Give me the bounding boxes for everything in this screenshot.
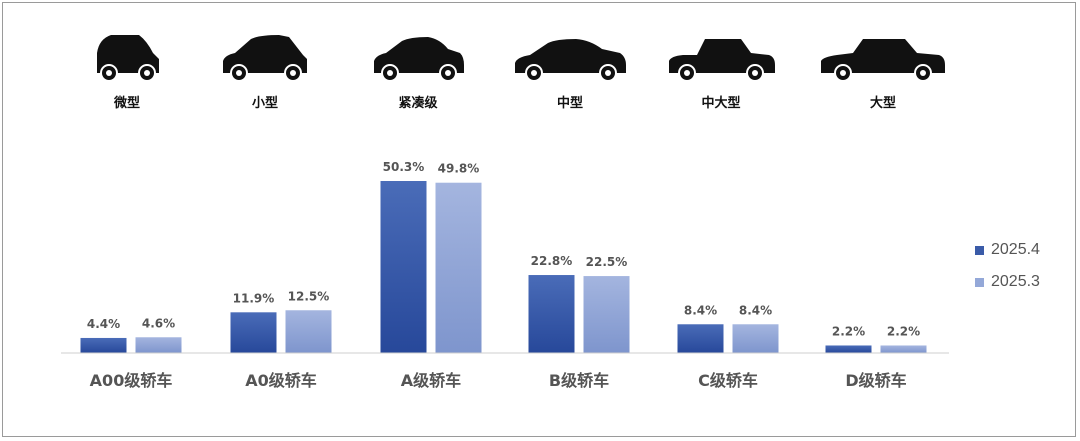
data-label-2025-4-2: 50.3% xyxy=(383,160,425,174)
legend-swatch-2025-3 xyxy=(975,277,984,287)
legend-swatch-2025-4 xyxy=(975,245,984,255)
bar-2025-3-1 xyxy=(285,310,332,353)
car-type-label-4: 中大型 xyxy=(701,95,740,111)
legend-item-2025-4: 2025.4 xyxy=(975,239,1040,261)
compact-sedan-icon xyxy=(374,37,464,82)
category-label-5: D级轿车 xyxy=(845,371,906,390)
category-label-0: A00级轿车 xyxy=(90,371,173,390)
data-label-2025-4-0: 4.4% xyxy=(87,317,120,331)
data-label-2025-4-4: 8.4% xyxy=(684,303,717,317)
data-label-2025-4-1: 11.9% xyxy=(233,291,275,305)
micro-car-icon xyxy=(97,35,159,82)
bar-2025-4-5 xyxy=(825,345,872,353)
bar-2025-4-0 xyxy=(80,337,127,353)
bar-2025-3-3 xyxy=(583,276,630,353)
category-label-2: A级轿车 xyxy=(401,371,461,390)
data-label-2025-4-5: 2.2% xyxy=(832,324,865,338)
category-label-3: B级轿车 xyxy=(549,371,609,390)
data-label-2025-3-3: 22.5% xyxy=(586,255,628,269)
bar-2025-3-4 xyxy=(732,324,779,353)
car-type-label-3: 中型 xyxy=(557,95,583,111)
segment-share-chart: 微型 小型 紧凑级 中型 中大型 大型 4.4% 4.6% A00级轿车 11.9% 12.5% A… xyxy=(61,35,949,390)
full-size-sedan-icon xyxy=(821,39,945,82)
bar-2025-4-2 xyxy=(380,181,427,353)
large-sedan-icon xyxy=(669,39,775,82)
car-type-label-2: 紧凑级 xyxy=(398,95,438,111)
category-label-1: A0级轿车 xyxy=(245,371,317,390)
data-label-2025-3-4: 8.4% xyxy=(739,303,772,317)
bar-2025-4-3 xyxy=(528,275,575,353)
car-type-label-0: 微型 xyxy=(113,95,140,111)
data-label-2025-3-1: 12.5% xyxy=(288,289,330,303)
bar-2025-3-0 xyxy=(135,337,182,353)
category-label-4: C级轿车 xyxy=(698,371,758,390)
car-type-label-5: 大型 xyxy=(870,95,896,111)
car-type-label-1: 小型 xyxy=(252,95,278,111)
bar-2025-4-1 xyxy=(230,312,277,353)
midsize-sedan-icon xyxy=(515,39,626,82)
legend-item-2025-3: 2025.3 xyxy=(975,271,1040,293)
legend-label-2025-4: 2025.4 xyxy=(991,241,1040,258)
data-label-2025-3-0: 4.6% xyxy=(142,316,175,330)
bar-2025-3-2 xyxy=(435,182,482,353)
legend-label-2025-3: 2025.3 xyxy=(991,273,1040,290)
data-label-2025-4-3: 22.8% xyxy=(531,254,573,268)
legend: 2025.4 2025.3 xyxy=(975,239,1040,303)
hatchback-car-icon xyxy=(223,35,307,82)
data-label-2025-3-5: 2.2% xyxy=(887,324,920,338)
bar-2025-3-5 xyxy=(880,345,927,353)
bar-2025-4-4 xyxy=(677,324,724,353)
data-label-2025-3-2: 49.8% xyxy=(438,162,480,176)
